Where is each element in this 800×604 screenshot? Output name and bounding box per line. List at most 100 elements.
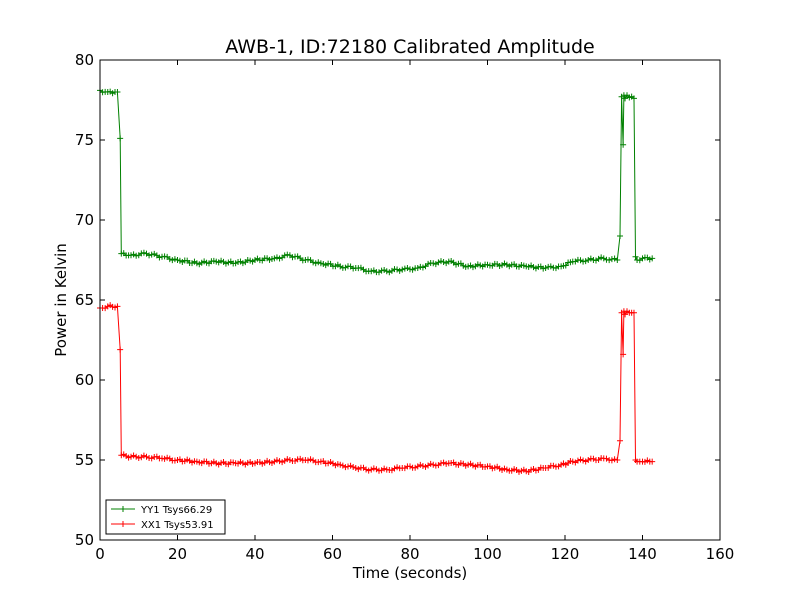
- legend-label-1: YY1 Tsys66.29: [140, 505, 212, 516]
- data-point: [342, 264, 349, 271]
- x-tick-label: 100: [473, 545, 502, 563]
- data-point: [407, 266, 413, 273]
- data-point: [148, 455, 155, 462]
- data-point: [171, 457, 178, 464]
- data-point: [143, 453, 150, 460]
- data-point: [373, 466, 380, 473]
- data-point: [396, 267, 403, 274]
- data-point: [617, 437, 624, 444]
- data-point: [315, 459, 322, 466]
- data-point: [342, 464, 349, 471]
- series-markers-2: [97, 302, 656, 475]
- data-point: [376, 467, 382, 474]
- data-point: [622, 95, 629, 102]
- axes: 0 20 40 60 80 100 120 140 160 50 55 60 65 70 75 80: [75, 51, 734, 563]
- series-line-1: [99, 89, 653, 273]
- data-point: [542, 265, 549, 271]
- data-point: [417, 461, 424, 468]
- data-point: [169, 257, 176, 264]
- data-point: [365, 467, 372, 474]
- data-point: [569, 458, 576, 465]
- data-point: [582, 258, 589, 265]
- data-point: [622, 311, 629, 318]
- data-point: [310, 259, 317, 266]
- data-point: [347, 462, 354, 469]
- legend-marker-2: [120, 521, 126, 527]
- data-point: [427, 460, 434, 467]
- legend-label-2: XX1 Tsys53.91: [141, 520, 214, 531]
- data-point: [312, 260, 319, 267]
- data-point: [350, 463, 357, 470]
- data-point: [419, 463, 426, 470]
- data-point: [438, 460, 444, 467]
- data-point: [407, 463, 413, 470]
- data-point: [130, 452, 137, 459]
- data-point: [315, 259, 322, 266]
- data-point: [146, 252, 153, 259]
- data-point: [135, 455, 142, 462]
- data-point: [148, 251, 155, 258]
- data-point: [286, 457, 293, 463]
- data-point: [438, 258, 444, 265]
- x-tick-label: 60: [323, 545, 342, 563]
- data-point: [391, 465, 398, 472]
- data-point: [435, 259, 442, 266]
- x-tick-label: 140: [628, 545, 657, 563]
- data-point: [577, 456, 584, 463]
- data-point: [355, 466, 362, 473]
- data-point: [587, 255, 594, 262]
- data-point: [614, 257, 621, 263]
- data-point: [590, 455, 597, 462]
- legend-box: [105, 499, 226, 535]
- data-point: [304, 457, 311, 464]
- plot-area: [97, 87, 656, 475]
- data-point: [545, 263, 552, 270]
- data-point: [273, 254, 280, 261]
- data-point: [164, 454, 171, 461]
- x-tick-label: 160: [706, 545, 735, 563]
- legend-marker-1: [120, 506, 126, 512]
- data-point: [289, 254, 296, 261]
- data-point: [383, 268, 390, 275]
- data-point: [386, 269, 393, 276]
- data-point: [337, 263, 344, 270]
- data-point: [414, 265, 421, 271]
- data-point: [381, 266, 388, 273]
- data-point: [590, 256, 597, 263]
- data-point: [117, 346, 124, 353]
- data-point: [585, 457, 592, 463]
- y-tick-label: 55: [75, 451, 94, 469]
- data-point: [114, 303, 121, 310]
- data-point: [598, 254, 605, 261]
- data-point: [114, 89, 121, 95]
- data-point: [562, 262, 569, 269]
- data-point: [580, 457, 587, 464]
- data-point: [363, 466, 370, 473]
- data-point: [401, 265, 408, 272]
- x-tick-label: 120: [551, 545, 580, 563]
- y-axis-label: Power in Kelvin: [52, 243, 70, 357]
- data-point: [271, 255, 278, 262]
- y-tick-label: 70: [75, 211, 94, 229]
- data-point: [632, 253, 639, 260]
- data-point: [606, 257, 613, 264]
- data-point: [550, 462, 557, 469]
- data-point: [151, 250, 158, 257]
- data-point: [404, 264, 411, 271]
- data-point: [440, 459, 447, 466]
- x-tick-label: 40: [245, 545, 264, 563]
- data-point: [281, 252, 288, 259]
- data-point: [370, 465, 377, 472]
- data-point: [345, 463, 351, 470]
- data-point: [304, 256, 311, 263]
- series-line-2: [100, 304, 653, 473]
- data-point: [443, 460, 450, 467]
- data-point: [128, 453, 134, 460]
- data-point: [617, 233, 624, 239]
- data-point: [276, 458, 283, 465]
- legend: YY1 Tsys66.29 XX1 Tsys53.91: [105, 499, 226, 535]
- data-point: [630, 309, 637, 316]
- data-point: [166, 256, 173, 263]
- data-point: [171, 256, 178, 263]
